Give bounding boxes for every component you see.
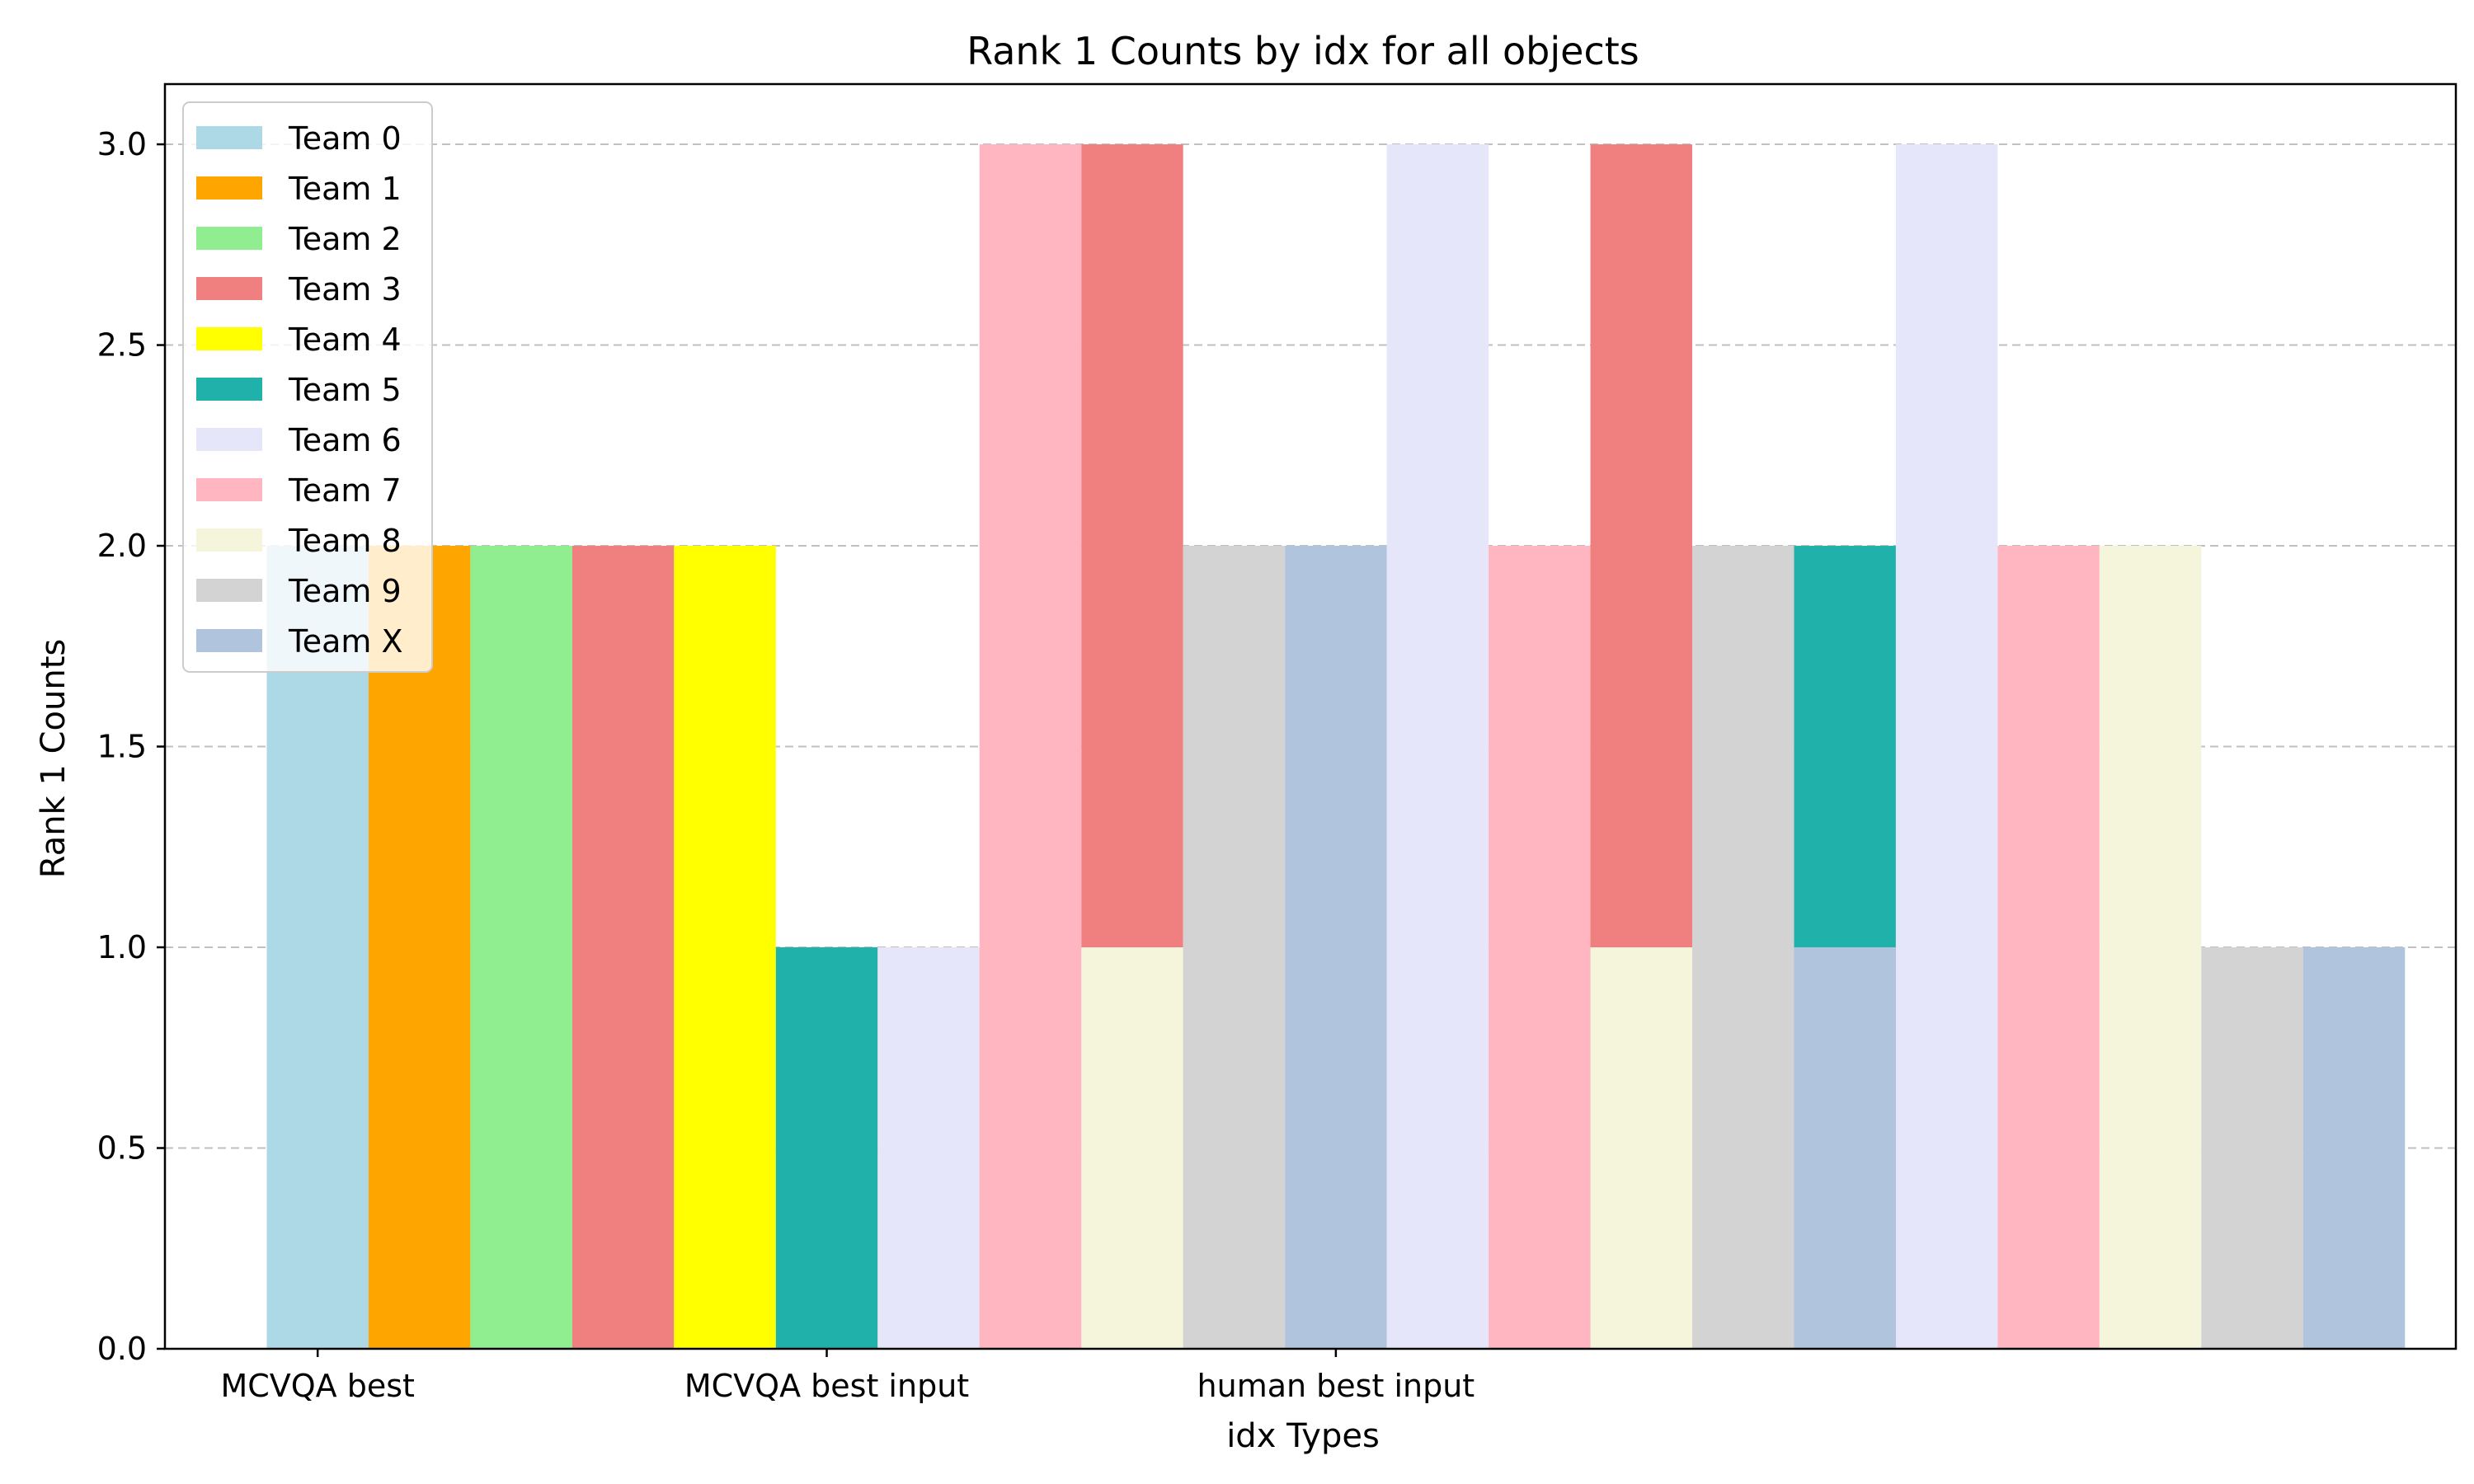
legend-swatch bbox=[196, 428, 262, 451]
legend-label: Team 6 bbox=[288, 422, 402, 458]
bar bbox=[775, 947, 878, 1349]
y-tick-label: 2.0 bbox=[97, 528, 147, 564]
bar bbox=[1895, 144, 1998, 1350]
legend-swatch bbox=[196, 176, 262, 200]
bar bbox=[1081, 947, 1183, 1349]
bar bbox=[1692, 546, 1794, 1349]
bar bbox=[1183, 546, 1286, 1349]
y-tick-label: 1.5 bbox=[97, 729, 147, 765]
legend-swatch bbox=[196, 227, 262, 250]
bar bbox=[2099, 546, 2202, 1349]
y-tick-label: 2.5 bbox=[97, 327, 147, 364]
bar bbox=[1997, 546, 2100, 1349]
legend-label: Team 3 bbox=[288, 271, 402, 308]
bar bbox=[1386, 144, 1489, 1350]
y-tick-label: 0.0 bbox=[97, 1331, 147, 1367]
bar bbox=[1794, 947, 1896, 1349]
y-tick-label: 0.5 bbox=[97, 1130, 147, 1167]
x-axis-title: idx Types bbox=[1226, 1417, 1380, 1455]
legend-swatch bbox=[196, 528, 262, 552]
x-tick-label: human best input bbox=[1197, 1368, 1475, 1404]
bar bbox=[1489, 546, 1591, 1349]
bar bbox=[2302, 947, 2406, 1349]
bar bbox=[674, 546, 776, 1349]
legend-swatch bbox=[196, 629, 262, 652]
legend-swatch bbox=[196, 126, 262, 149]
bar bbox=[1285, 546, 1387, 1349]
legend-label: Team 7 bbox=[288, 472, 402, 509]
legend-swatch bbox=[196, 478, 262, 501]
bar bbox=[1590, 947, 1692, 1349]
legend-label: Team 1 bbox=[288, 171, 402, 207]
legend-swatch bbox=[196, 277, 262, 300]
legend-swatch bbox=[196, 579, 262, 602]
bar bbox=[368, 546, 471, 1349]
y-axis-title: Rank 1 Counts bbox=[35, 639, 73, 878]
axes-layer: 0.0 0.5 1.0 1.5 2.0 2.5 3.0 MCVQA best MCVQA bes… bbox=[97, 82, 2458, 1404]
x-tick-label: MCVQA best input bbox=[684, 1368, 969, 1404]
plot-frame bbox=[163, 82, 2458, 1350]
bar bbox=[2201, 947, 2303, 1349]
y-tick-label: 3.0 bbox=[97, 126, 147, 162]
legend-label: Team 9 bbox=[288, 573, 402, 609]
legend-label: Team 0 bbox=[288, 120, 402, 157]
legend: Team 0 Team 1 Team 2 Team 3 Team 4 Team 5 Team… bbox=[182, 101, 433, 673]
y-tick-label: 1.0 bbox=[97, 929, 147, 965]
bar bbox=[979, 144, 1082, 1350]
legend-label: Team 4 bbox=[288, 322, 402, 358]
bars-layer bbox=[266, 144, 2406, 1350]
legend-label: Team 5 bbox=[288, 372, 402, 408]
legend-label: Team 8 bbox=[288, 523, 402, 559]
legend-label: Team 2 bbox=[288, 221, 402, 257]
bar bbox=[266, 546, 369, 1349]
legend-swatch bbox=[196, 378, 262, 401]
x-tick-label: MCVQA best bbox=[220, 1368, 415, 1404]
legend-label: Team X bbox=[288, 623, 403, 660]
bar bbox=[470, 546, 572, 1349]
bar bbox=[877, 947, 980, 1349]
chart-title: Rank 1 Counts by idx for all objects bbox=[967, 29, 1639, 73]
legend-swatch bbox=[196, 327, 262, 350]
bar bbox=[571, 546, 675, 1349]
